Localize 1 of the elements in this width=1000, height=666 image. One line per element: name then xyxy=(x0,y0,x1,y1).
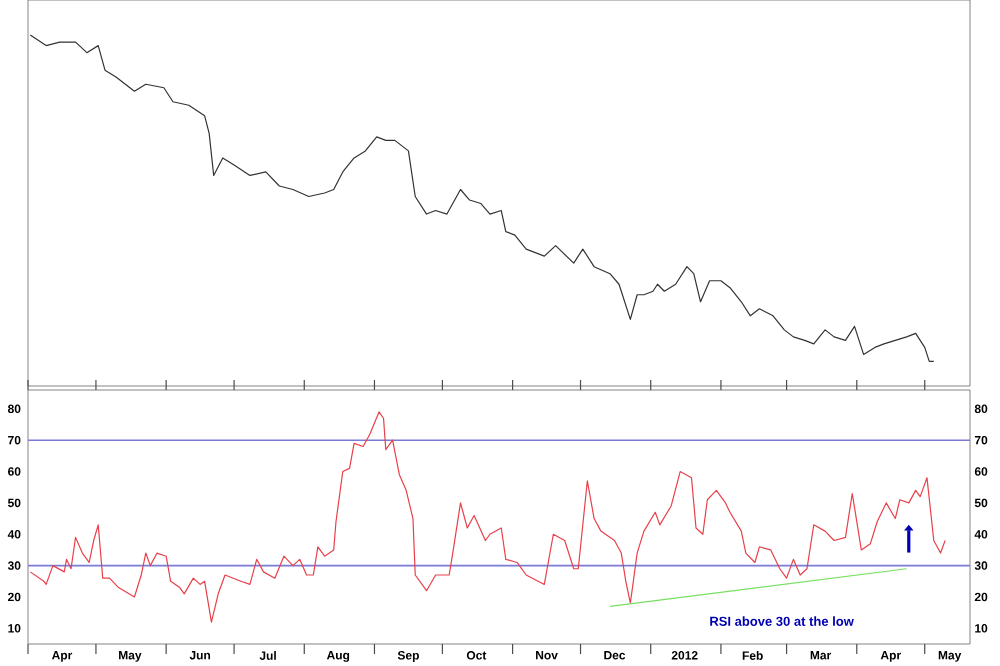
line-series xyxy=(29,411,946,623)
